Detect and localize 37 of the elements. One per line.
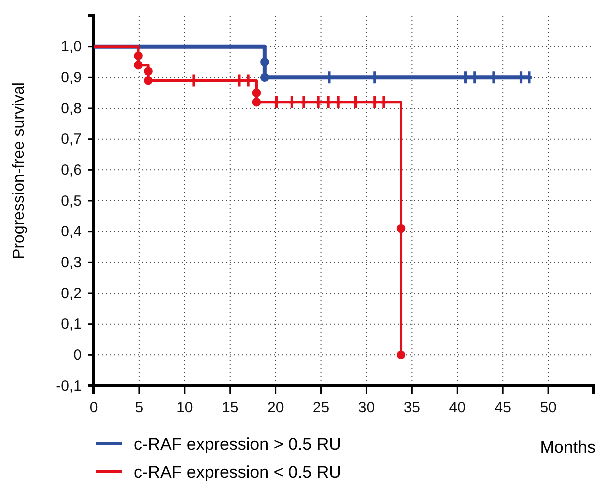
y-tick-label: 0 [74,346,82,364]
x-tick-label: 35 [404,400,421,417]
x-tick-label: 45 [494,400,512,417]
point [396,350,406,360]
y-tick-label: 0,1 [61,316,82,334]
x-tick-label: 10 [176,400,194,417]
point [252,88,262,98]
x-axis-title: Months [540,438,596,457]
y-tick-label: 0,9 [61,69,82,86]
x-tick-label: 0 [90,400,98,417]
x-tick-label: 40 [449,400,466,417]
point [134,60,143,70]
y-tick-label: 1,0 [61,38,82,56]
y-tick-label: 0,7 [61,131,82,148]
y-tick-label: 0,4 [61,224,82,241]
point [134,52,143,60]
y-tick-label: 0,6 [61,162,82,179]
y-tick-label: 0,8 [61,100,82,118]
point [144,76,153,86]
point [252,98,262,107]
y-tick-label: -0,1 [56,378,82,395]
x-tick-label: 20 [267,400,284,417]
x-tick-label: 5 [135,400,144,417]
x-tick-label: 50 [540,400,557,417]
point [144,67,153,76]
x-tick-label: 30 [358,400,376,417]
legend-label: c-RAF expression < 0.5 RU [134,463,342,482]
y-tick-label: 0,3 [61,254,82,272]
y-axis-title: Progression-free survival [11,82,28,260]
y-tick-label: 0,5 [61,192,82,210]
point [260,58,270,67]
point [396,224,406,234]
x-tick-label: 25 [312,400,330,417]
y-tick-label: 0,2 [61,285,82,302]
x-tick-label: 15 [222,400,239,417]
point [260,73,270,82]
legend-label: c-RAF expression > 0.5 RU [134,435,342,454]
